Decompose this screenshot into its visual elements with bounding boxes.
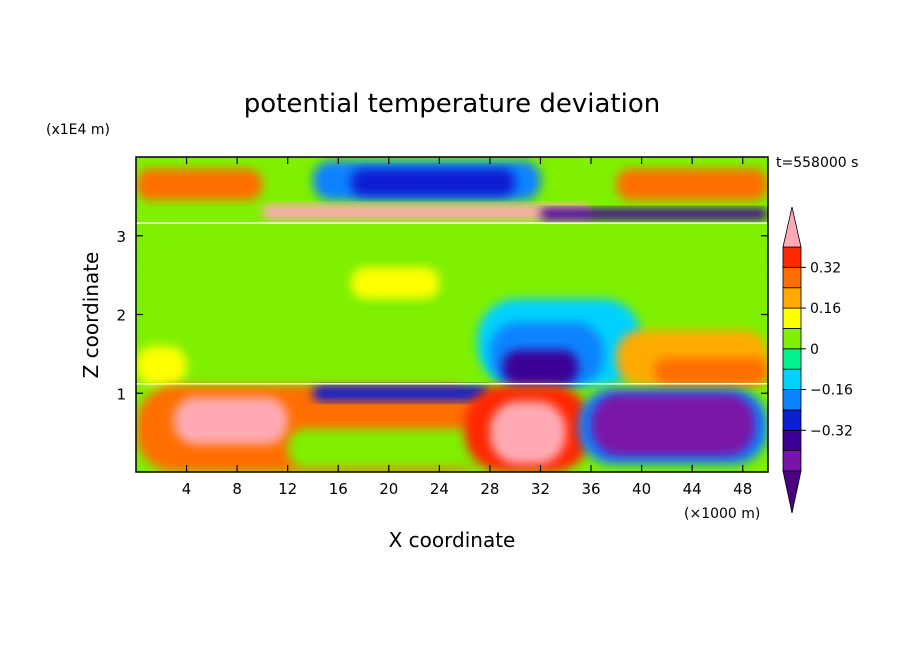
contour-region [489,401,566,465]
contour-region [616,168,768,201]
x-tick-label: 28 [480,480,499,498]
contour-region [591,393,756,457]
contour-region [312,385,490,402]
time-label: t=558000 s [776,155,858,171]
y-tick-label: 1 [116,385,126,403]
x-tick-label: 24 [430,480,449,498]
y-unit-label: (x1E4 m) [46,122,110,138]
colorbar-tick-label: −0.32 [810,423,853,439]
contour-region [136,168,263,201]
colorbar-box [782,307,802,329]
x-axis-label: X coordinate [389,528,516,552]
x-tick-label: 36 [581,480,600,498]
contour-region [540,208,768,220]
contour-region [654,357,768,386]
y-tick-label: 2 [116,307,126,325]
colorbar-tick-label: 0.32 [810,260,841,276]
y-axis-ticks: 1 2 3 [116,228,768,403]
x-tick-label: 48 [733,480,752,498]
colorbar-box [782,409,802,431]
contour-region [136,346,187,386]
contour-region [173,397,288,445]
colorbar-max-arrow [782,206,802,248]
colorbar-box [782,348,802,370]
x-axis-ticks: 4 8 12 16 20 24 28 32 36 40 44 48 [182,157,752,498]
contour-region [502,349,579,386]
contour-region [350,168,516,197]
colorbar-tick-label: −0.16 [810,383,853,399]
x-tick-label: 20 [379,480,398,498]
colorbar-min-arrow [782,470,802,514]
colorbar-box [782,429,802,452]
colorbar-box [782,450,802,472]
colorbar-box [782,246,802,268]
contour-region [262,204,592,220]
x-tick-label: 44 [683,480,702,498]
colorbar-box [782,266,802,289]
colorbar-tick-label: 0 [810,342,819,358]
x-tick-label: 16 [329,480,348,498]
x-unit-label: (×1000 m) [684,506,760,522]
x-tick-label: 32 [531,480,550,498]
plot-area: 4 8 12 16 20 24 28 32 36 40 44 48 123 [116,156,769,498]
x-tick-label: 8 [232,480,242,498]
colorbar-box [782,368,802,390]
contour-region [287,428,490,469]
colorbar-box [782,389,802,411]
colorbar-tick-label: 0.16 [810,301,841,317]
x-tick-label: 40 [632,480,651,498]
x-tick-label: 12 [278,480,297,498]
colorbar-box [782,287,802,309]
colorbar-box [782,328,802,350]
y-axis-label: Z coordinate [79,252,103,379]
contour-region [350,267,440,299]
chart-title: potential temperature deviation [244,89,660,119]
y-tick-label: 3 [116,228,126,246]
layer-boundaries [136,222,768,385]
colorbar: 0.32 0.16 0 −0.16 −0.32 [782,206,853,514]
x-tick-label: 4 [182,480,192,498]
contour-field [136,157,768,472]
